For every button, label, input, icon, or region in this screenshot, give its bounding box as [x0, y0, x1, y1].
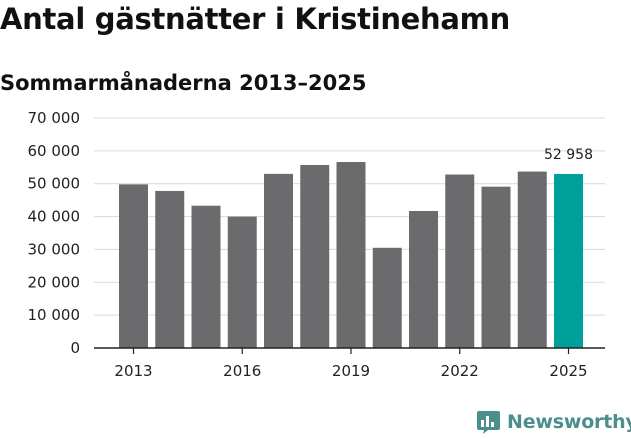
bar-2020 [372, 247, 402, 348]
y-tick-label: 30 000 [28, 240, 81, 258]
bar-2014 [155, 190, 185, 348]
y-tick-label: 20 000 [28, 273, 81, 291]
bar-2025 [554, 173, 583, 348]
bar-2016 [227, 216, 257, 348]
x-tick-label: 2013 [114, 362, 152, 380]
y-tick-label: 60 000 [28, 142, 81, 160]
chart-title: Antal gästnätter i Kristinehamn [0, 2, 510, 36]
y-tick-label: 10 000 [28, 306, 81, 324]
bar-2021 [409, 210, 438, 348]
bar-2023 [481, 186, 511, 348]
brand-name: Newsworthy [507, 411, 631, 433]
y-tick-label: 50 000 [28, 175, 81, 193]
bar-2018 [300, 164, 330, 348]
bar-2022 [445, 174, 475, 348]
y-tick-label: 40 000 [28, 208, 81, 226]
chart-subtitle: Sommarmånaderna 2013–2025 [0, 71, 367, 95]
x-tick-label: 2025 [549, 362, 587, 380]
y-tick-label: 0 [70, 339, 80, 357]
bar-2013 [119, 184, 148, 348]
bar-2024 [517, 171, 547, 348]
y-tick-label: 70 000 [28, 109, 81, 127]
bar-chart: 0 10 000 20 000 30 000 40 000 50 000 60 000 70 … [28, 109, 605, 380]
bar-chart-icon [477, 410, 500, 434]
newsworthy-logo: Newsworthy [476, 406, 631, 438]
x-tick-label: 2016 [223, 362, 261, 380]
bar-2019 [336, 162, 366, 348]
bar-2017 [264, 173, 293, 348]
x-tick-label: 2019 [332, 362, 370, 380]
bar-2015 [191, 205, 221, 348]
data-label: 52 958 [544, 147, 593, 163]
x-tick-label: 2022 [441, 362, 479, 380]
